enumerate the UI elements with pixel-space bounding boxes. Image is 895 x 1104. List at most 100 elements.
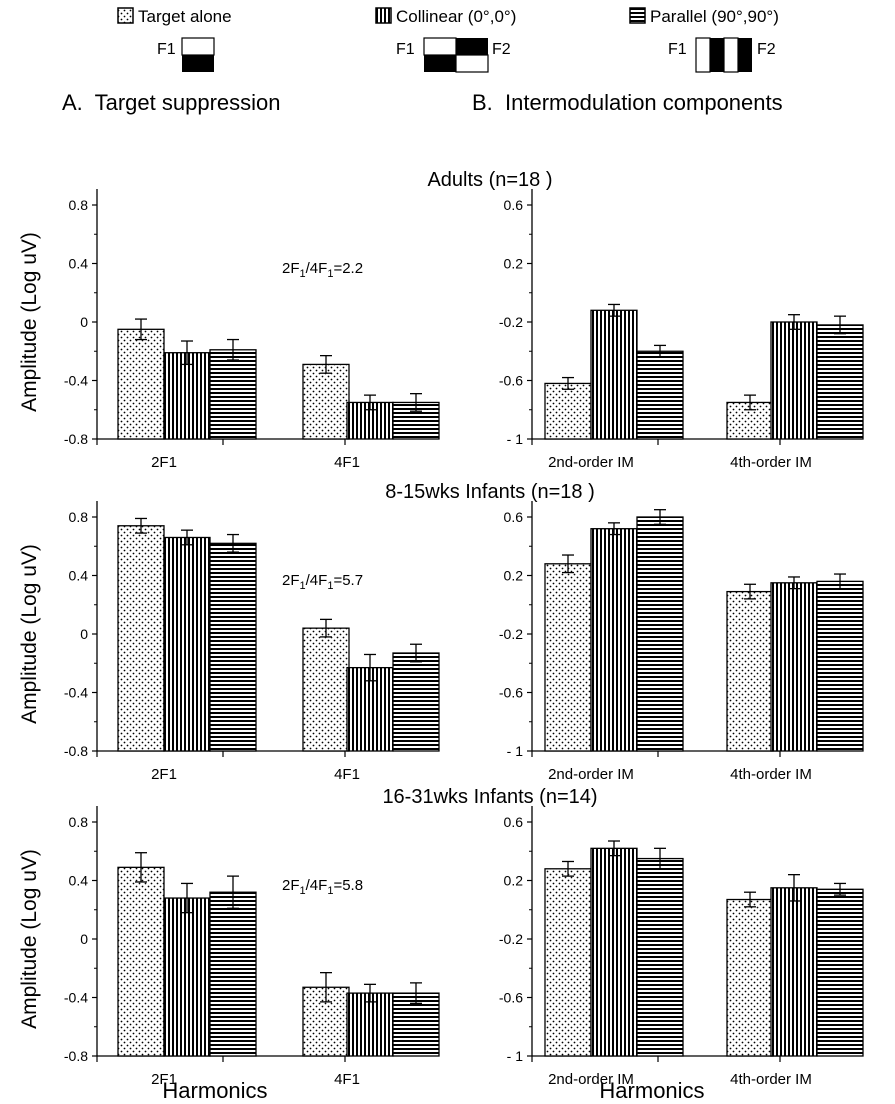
bar-parallel [636,516,684,752]
column-title-right: B. Intermodulation components [472,90,783,115]
bar-parallel [816,324,864,440]
bar-target-alone [302,363,350,440]
category-label: 2F1 [151,454,177,471]
bar-parallel [209,542,257,752]
y-tick-label: -0.4 [64,685,88,701]
stimulus-f1-label: F1 [157,41,176,58]
category-label: 2nd-order IM [548,766,634,783]
row-title: Adults (n=18 ) [427,169,552,191]
row-title: 8-15wks Infants (n=18 ) [385,481,595,503]
bar-collinear [590,309,638,440]
bar-target-alone [117,525,165,752]
bar-collinear [590,528,638,752]
stimulus-collinear: F1 F2 [396,37,511,73]
legend-swatch-vstripes [375,7,392,24]
y-tick-label: 0.2 [504,873,524,889]
row-title: 16-31wks Infants (n=14) [382,786,597,808]
bar-target-alone [726,590,774,752]
y-tick-label: 0.8 [69,814,89,830]
legend-item-target-alone: Target alone [117,7,232,26]
stimulus-patch [723,37,739,73]
bar-parallel [816,888,864,1057]
bar-collinear [163,352,211,440]
bar-target-alone [544,382,592,440]
chart-panel-a-row-2: 0.8 0.4 0 -0.4 -0.8 2F1 4F1 2F1/4F1=5.7 [64,501,440,783]
chart-panel-a-row-1: 0.8 0.4 0 -0.4 -0.8 2F1 4F1 2F1/4F1=2.2 [64,189,440,471]
bar-parallel [392,652,440,752]
ratio-annotation: 2F1/4F1=5.7 [282,572,363,592]
y-tick-label: - 1 [507,431,524,447]
y-tick-label: 0.4 [69,256,89,272]
bar-target-alone [544,563,592,752]
bar-collinear [163,897,211,1057]
category-label: 4F1 [334,766,360,783]
stimulus-patch [738,38,752,72]
stimulus-f1-label: F1 [396,41,415,58]
y-tick-label: 0 [80,931,88,947]
stimulus-parallel: F1 F2 [668,37,776,73]
y-tick-label: 0.2 [504,256,524,272]
y-tick-label: - 1 [507,1048,524,1064]
stimulus-target-alone: F1 [157,37,215,72]
bar-parallel [816,580,864,752]
stimulus-patch [710,38,724,72]
category-label: 2nd-order IM [548,1071,634,1088]
stimulus-patch [423,37,457,56]
bar-parallel [209,349,257,440]
bar-target-alone [726,898,774,1057]
y-axis-label: Amplitude (Log uV) [18,232,41,412]
bar-target-alone [302,627,350,752]
y-tick-label: 0.6 [504,814,524,830]
category-label: 4F1 [334,454,360,471]
y-tick-label: -0.4 [64,990,88,1006]
bar-target-alone [544,868,592,1057]
category-label: 4th-order IM [730,1071,812,1088]
y-axis-label: Amplitude (Log uV) [18,849,41,1029]
y-tick-label: 0.4 [69,873,89,889]
y-tick-label: -0.8 [64,743,88,759]
column-title-left: A. Target suppression [62,90,281,115]
legend-label-parallel: Parallel (90°,90°) [650,7,779,26]
bar-parallel [392,992,440,1057]
category-label: 4F1 [334,1071,360,1088]
bar-parallel [636,350,684,440]
y-axis-label: Amplitude (Log uV) [18,544,41,724]
stimulus-f1-label: F1 [668,41,687,58]
y-tick-label: 0.8 [69,509,89,525]
y-tick-label: 0.4 [69,568,89,584]
bar-parallel [636,857,684,1057]
y-tick-label: 0 [80,626,88,642]
bar-collinear [163,536,211,752]
bar-target-alone [117,866,165,1057]
category-label: 2F1 [151,1071,177,1088]
legend-item-parallel: Parallel (90°,90°) [629,7,779,26]
y-tick-label: 0.6 [504,509,524,525]
stimulus-f2-label: F2 [757,41,776,58]
y-tick-label: 0.2 [504,568,524,584]
bar-collinear [770,321,818,440]
chart-panel-b-row-1: Adults (n=18 ) 0.6 0.2 -0.2 -0.6 - 1 2nd-order… [427,169,864,471]
chart-panel-b-row-3: 16-31wks Infants (n=14) 0.6 0.2 -0.2 -0.6 - 1… [382,786,864,1088]
bar-parallel [209,891,257,1057]
legend: Target alone Collinear (0°,0°) Parallel … [117,7,779,26]
stimulus-patch [455,54,489,73]
stimulus-f2-label: F2 [492,41,511,58]
y-tick-label: -0.8 [64,431,88,447]
bar-collinear [346,992,394,1057]
legend-label-collinear: Collinear (0°,0°) [396,7,516,26]
y-tick-label: -0.4 [64,373,88,389]
category-label: 2F1 [151,766,177,783]
legend-swatch-dots [117,7,134,24]
bar-collinear [770,582,818,752]
stimulus-patch [424,55,456,72]
stimulus-patch [456,38,488,55]
y-tick-label: - 1 [507,743,524,759]
ratio-annotation: 2F1/4F1=5.8 [282,877,363,897]
category-label: 2nd-order IM [548,454,634,471]
stimulus-patch [695,37,711,73]
legend-item-collinear: Collinear (0°,0°) [375,7,516,26]
y-tick-label: -0.2 [499,931,523,947]
chart-panel-a-row-3: 0.8 0.4 0 -0.4 -0.8 2F1 4F1 2F1/4F1=5.8 [64,806,440,1088]
stimulus-patch-bottom [182,55,214,72]
